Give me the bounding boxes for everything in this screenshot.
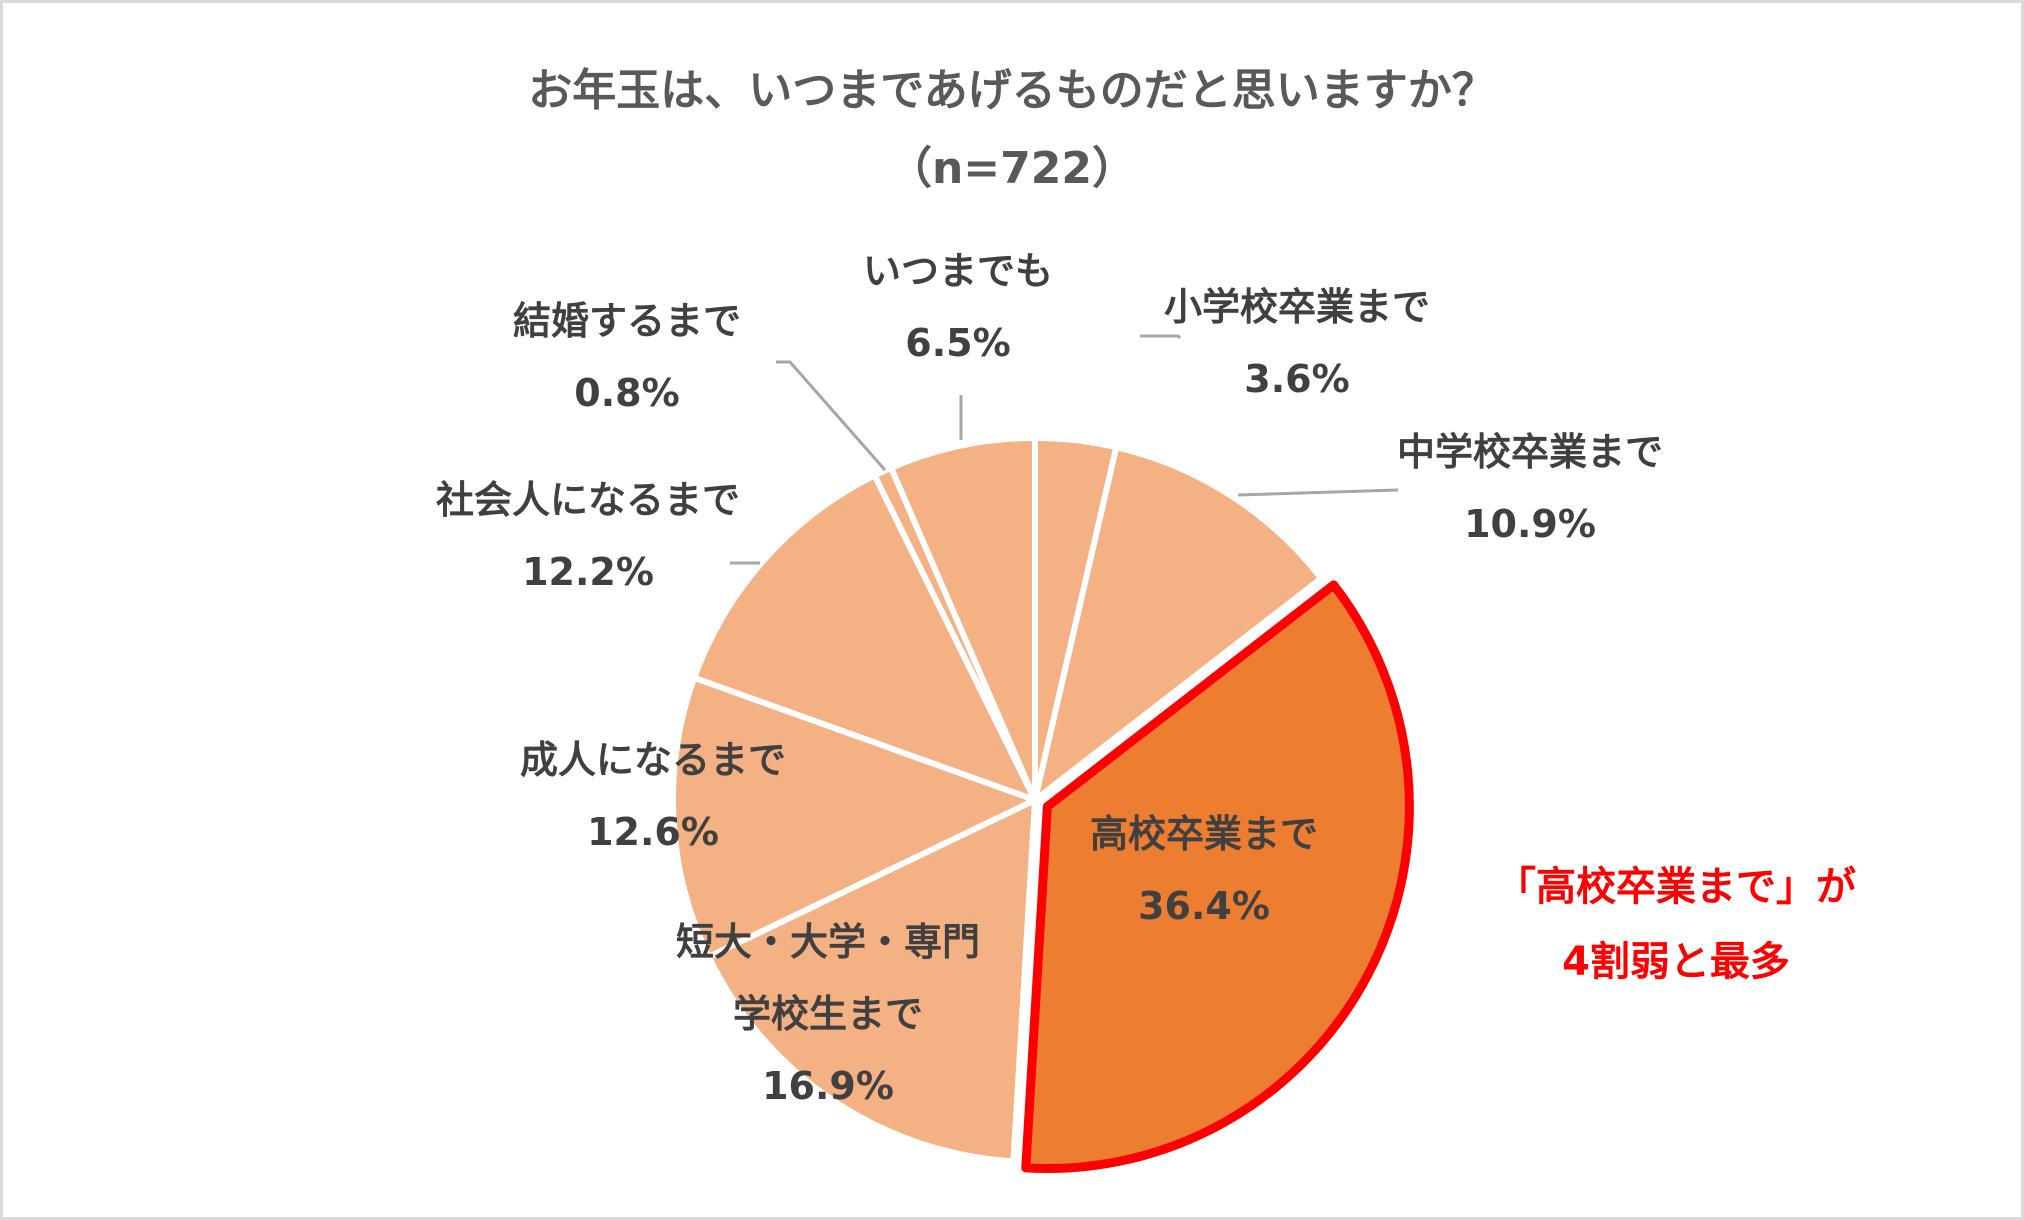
slice-name: 短大・大学・専門 [676, 920, 980, 964]
slice-percent: 36.4% [1138, 884, 1270, 928]
annotation-line: 「高校卒業まで」が [1496, 864, 1856, 910]
slice-percent: 6.5% [905, 321, 1010, 365]
pie-slice-3 [705, 797, 1038, 1165]
leader-lines [730, 334, 1399, 565]
pie-slice-1 [1032, 444, 1325, 803]
slice-label-5: 社会人になるまで 12.2% [436, 478, 740, 594]
slice-name: 学校生まで [733, 992, 923, 1036]
slice-labels: 小学校卒業まで 3.6% 中学校卒業まで 10.9% 高校卒業まで 36.4% 短大・大学・… [436, 249, 1663, 1108]
slice-label-6: 結婚するまで 0.8% [513, 299, 741, 415]
slice-label-0: 小学校卒業まで 3.6% [1164, 285, 1430, 401]
annotation-callout: 「高校卒業まで」が 4割弱と最多 [1496, 864, 1856, 985]
chart-subtitle: （n=722） [888, 143, 1136, 194]
pie-slice-4 [670, 674, 1038, 960]
pie-slice-highlight [1021, 580, 1414, 1173]
slice-name: 高校卒業まで [1090, 812, 1318, 856]
slice-name: 中学校卒業まで [1397, 430, 1663, 474]
pie-slice-5 [691, 472, 1038, 803]
annotation-line: 4割弱と最多 [1562, 939, 1790, 985]
slice-percent: 10.9% [1464, 502, 1596, 546]
slice-name: 社会人になるまで [436, 478, 740, 522]
slice-label-3: 短大・大学・専門学校生まで 16.9% [676, 920, 980, 1108]
chart-title: お年玉は、いつまであげるものだと思いますか？ [528, 65, 1496, 116]
slice-name: 小学校卒業まで [1164, 285, 1430, 329]
leader-line-6 [776, 360, 887, 471]
slice-label-4: 成人になるまで 12.6% [520, 738, 786, 854]
leader-line-1 [1237, 488, 1399, 497]
slice-percent: 12.6% [587, 810, 719, 854]
slice-name: 結婚するまで [513, 299, 741, 343]
slice-percent: 3.6% [1244, 357, 1349, 401]
pie-slices [670, 435, 1414, 1173]
slice-percent: 16.9% [762, 1064, 894, 1108]
slice-name: いつまでも [863, 249, 1053, 293]
slice-label-7: いつまでも 6.5% [863, 249, 1053, 365]
slice-percent: 12.2% [522, 550, 654, 594]
slice-label-1: 中学校卒業まで 10.9% [1397, 430, 1663, 546]
annotation-text: 「高校卒業まで」が 4割弱と最多 [1496, 864, 1856, 985]
slice-label-2: 高校卒業まで 36.4% [1090, 812, 1318, 928]
leader-line-0 [1140, 334, 1182, 340]
slice-percent: 0.8% [574, 371, 679, 415]
slice-name: 成人になるまで [520, 738, 786, 782]
pie-slice-7 [888, 435, 1038, 803]
